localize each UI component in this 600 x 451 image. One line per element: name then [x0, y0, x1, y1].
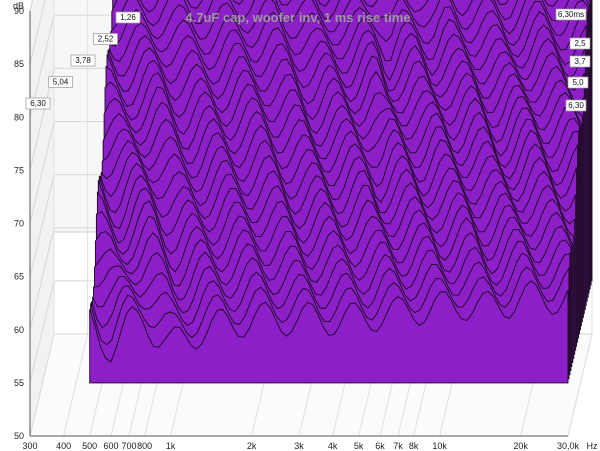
y-tick-label: 50: [14, 431, 24, 441]
time-tick-box: [48, 76, 73, 88]
time-tick-label: 1,26: [120, 13, 136, 22]
x-tick-label: 300: [22, 441, 37, 451]
time-tick-box: [93, 33, 118, 45]
time-tick: 5,04: [48, 76, 73, 88]
time-tick-right: 6,30: [565, 99, 587, 112]
time-tick: 1,26: [115, 11, 141, 24]
time-tick-box: [569, 37, 591, 50]
grid-line-db-side: [29, 121, 55, 224]
time-tick-label: 3,78: [75, 56, 91, 65]
time-tick-right: 2,5: [569, 37, 591, 50]
grid-line-db-side: [29, 0, 46, 65]
x-tick-label: 800: [137, 441, 152, 451]
time-tick-label: 3,7: [574, 57, 586, 66]
x-tick-label: 1k: [166, 441, 176, 451]
grid-line-floor: [29, 333, 55, 437]
x-tick-label: 6k: [375, 441, 385, 451]
x-tick-label: 10k: [432, 441, 447, 451]
time-tick-right: 6,30ms: [555, 8, 587, 21]
time-tick: 2,52: [93, 33, 118, 45]
grid-line-floor: [567, 333, 593, 437]
y-tick-label: 75: [14, 165, 24, 175]
x-tick-label: 30,0k: [557, 441, 580, 451]
y-tick-label: 80: [14, 112, 24, 122]
y-tick-label: 55: [14, 378, 24, 388]
y-tick-label: 60: [14, 325, 24, 335]
x-tick-label: 7k: [393, 441, 403, 451]
x-tick-label: 600: [103, 441, 118, 451]
grid-line-db-side: [29, 280, 55, 383]
x-tick-label: 8k: [409, 441, 419, 451]
time-tick-label: 2,5: [574, 39, 586, 48]
x-tick-label: 2k: [247, 441, 257, 451]
x-tick-label: 400: [56, 441, 71, 451]
x-tick-label: 4k: [328, 441, 338, 451]
x-axis-unit: Hz: [587, 441, 598, 451]
x-tick-label: 20k: [513, 441, 528, 451]
time-tick: 3,78: [70, 54, 96, 67]
time-tick-box: [70, 54, 96, 67]
grid-line-db-side: [29, 174, 55, 277]
axes: [29, 11, 568, 437]
x-tick-label: 700: [121, 441, 136, 451]
time-tick: 6,30: [25, 97, 51, 110]
time-tick-label: 6,30ms: [558, 10, 584, 19]
time-tick-right: 5,0: [567, 76, 589, 89]
time-tick-box: [565, 99, 587, 112]
time-tick-label: 5,0: [572, 78, 584, 87]
x-tick-label: 3k: [294, 441, 304, 451]
time-tick-label: 6,30: [30, 99, 46, 108]
time-tick-label: 6,30: [568, 101, 584, 110]
time-tick-right: 3,7: [569, 55, 591, 68]
y-tick-label: 70: [14, 219, 24, 229]
grid-line-floor: [63, 333, 89, 437]
y-tick-label: 85: [14, 59, 24, 69]
time-tick-box: [567, 76, 589, 89]
time-tick-box: [115, 11, 141, 24]
y-tick-label: 65: [14, 272, 24, 282]
waterfall-slices: [89, 0, 593, 384]
chart-title: 4.7uF cap, woofer inv, 1 ms rise time: [185, 10, 410, 25]
time-tick-box: [569, 55, 591, 68]
y-axis-label: dB: [13, 1, 24, 11]
x-tick-label: 500: [82, 441, 97, 451]
grid-line-db-side: [29, 227, 55, 330]
waterfall-slice: [89, 280, 569, 384]
y-tick-label: 90: [14, 6, 24, 16]
time-tick-box: [25, 97, 51, 110]
time-tick-label: 5,04: [53, 78, 69, 87]
x-tick-label: 5k: [354, 441, 364, 451]
time-tick-box: [555, 8, 587, 21]
time-tick-label: 2,52: [98, 35, 114, 44]
